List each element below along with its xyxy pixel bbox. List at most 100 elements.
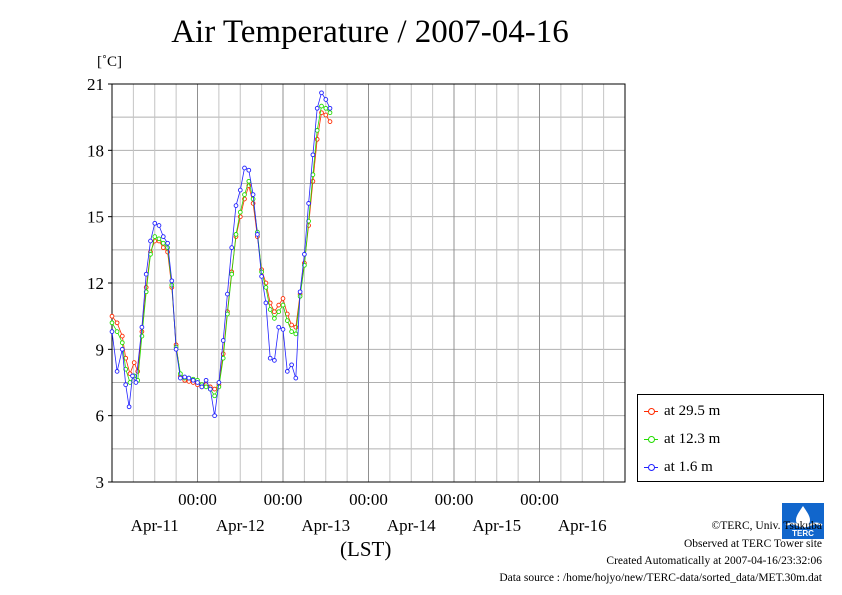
data-point bbox=[310, 152, 316, 158]
data-point bbox=[195, 380, 200, 385]
data-point bbox=[114, 329, 120, 334]
data-point bbox=[323, 97, 329, 102]
series-at-1-6-m bbox=[109, 90, 333, 419]
data-point bbox=[178, 371, 183, 377]
data-point bbox=[123, 366, 129, 372]
legend: at 29.5 m at 12.3 m at 1.6 m bbox=[637, 394, 824, 482]
data-point bbox=[289, 362, 294, 368]
data-point bbox=[327, 110, 333, 116]
data-point bbox=[237, 187, 243, 193]
data-point bbox=[225, 291, 230, 297]
chart-series bbox=[109, 90, 333, 419]
series-line bbox=[111, 105, 331, 397]
data-point bbox=[306, 218, 311, 224]
data-point bbox=[319, 90, 324, 96]
chart-title: Air Temperature / 2007-04-16 bbox=[171, 14, 569, 50]
data-point bbox=[212, 413, 217, 419]
data-point bbox=[190, 377, 196, 383]
data-point bbox=[289, 329, 294, 334]
data-point bbox=[293, 375, 299, 381]
data-point bbox=[114, 369, 120, 374]
x-date-label: Apr-13 bbox=[301, 516, 350, 535]
data-point bbox=[126, 404, 132, 410]
x-axis-label: (LST) bbox=[340, 537, 392, 561]
footer-created: Created Automatically at 2007-04-16/23:3… bbox=[606, 555, 822, 567]
data-point bbox=[293, 331, 299, 337]
data-point bbox=[178, 375, 183, 381]
legend-label: at 12.3 m bbox=[664, 430, 721, 447]
data-point bbox=[242, 192, 247, 197]
data-point bbox=[212, 386, 217, 392]
logo-text: TERC bbox=[792, 529, 814, 538]
data-point bbox=[109, 329, 115, 334]
data-point bbox=[229, 245, 235, 250]
legend-item-1-6m: at 1.6 m bbox=[644, 457, 713, 477]
data-point bbox=[156, 223, 162, 228]
x-tick-label: 00:00 bbox=[435, 490, 474, 509]
data-point bbox=[233, 203, 239, 208]
y-tick-label: 9 bbox=[96, 340, 105, 359]
data-point bbox=[229, 271, 235, 277]
y-tick-label: 21 bbox=[87, 75, 104, 94]
data-point bbox=[314, 105, 320, 111]
y-tick-label: 12 bbox=[87, 274, 104, 293]
data-point bbox=[114, 320, 120, 326]
legend-swatch-blue bbox=[644, 462, 658, 472]
data-point bbox=[276, 309, 282, 315]
data-point bbox=[199, 384, 205, 390]
data-point bbox=[216, 380, 222, 385]
chart-axes: 3 6 9 12 15 18 21 00:00 00:00 00:00 00:00 00:00 Apr-… bbox=[87, 75, 626, 535]
data-point bbox=[119, 340, 125, 346]
data-point bbox=[255, 232, 260, 237]
data-point bbox=[152, 220, 158, 226]
x-date-label: Apr-14 bbox=[387, 516, 436, 535]
legend-label: at 29.5 m bbox=[664, 402, 721, 419]
data-point bbox=[323, 112, 329, 118]
data-point bbox=[109, 313, 115, 319]
data-point bbox=[131, 360, 137, 365]
data-point bbox=[139, 324, 145, 330]
data-point bbox=[233, 232, 239, 237]
x-date-label: Apr-11 bbox=[131, 516, 179, 535]
data-point bbox=[259, 274, 264, 279]
data-point bbox=[165, 240, 170, 246]
data-point bbox=[310, 178, 316, 184]
data-point bbox=[133, 380, 139, 385]
y-tick-label: 15 bbox=[87, 208, 104, 227]
x-date-label: Apr-16 bbox=[558, 516, 607, 535]
data-point bbox=[284, 369, 290, 374]
grid-lines bbox=[111, 83, 626, 483]
data-point bbox=[152, 234, 158, 239]
x-tick-label: 00:00 bbox=[264, 490, 303, 509]
data-point bbox=[276, 324, 282, 330]
legend-swatch-green bbox=[644, 434, 658, 444]
footer-source: Data source : /home/hojyo/new/TERC-data/… bbox=[499, 572, 822, 584]
data-point bbox=[327, 119, 333, 124]
data-point bbox=[272, 309, 277, 315]
y-tick-label: 18 bbox=[87, 141, 104, 160]
footer-observed: Observed at TERC Tower site bbox=[683, 538, 822, 550]
data-point bbox=[237, 209, 243, 215]
data-point bbox=[327, 105, 333, 111]
data-point bbox=[289, 322, 294, 328]
data-point bbox=[207, 386, 213, 392]
legend-item-29-5m: at 29.5 m bbox=[644, 401, 720, 421]
data-point bbox=[276, 302, 282, 308]
x-date-label: Apr-12 bbox=[216, 516, 265, 535]
data-point bbox=[160, 234, 166, 239]
x-date-label: Apr-15 bbox=[472, 516, 521, 535]
data-point bbox=[284, 318, 290, 323]
data-point bbox=[267, 355, 273, 361]
data-point bbox=[323, 105, 329, 111]
data-point bbox=[212, 393, 217, 399]
legend-label: at 1.6 m bbox=[664, 458, 713, 475]
data-point bbox=[160, 240, 166, 246]
data-point bbox=[143, 271, 149, 277]
data-point bbox=[314, 128, 320, 133]
legend-swatch-red bbox=[644, 406, 658, 416]
data-point bbox=[242, 165, 247, 171]
data-point bbox=[156, 236, 162, 242]
data-point bbox=[280, 296, 286, 301]
data-point bbox=[160, 245, 166, 250]
